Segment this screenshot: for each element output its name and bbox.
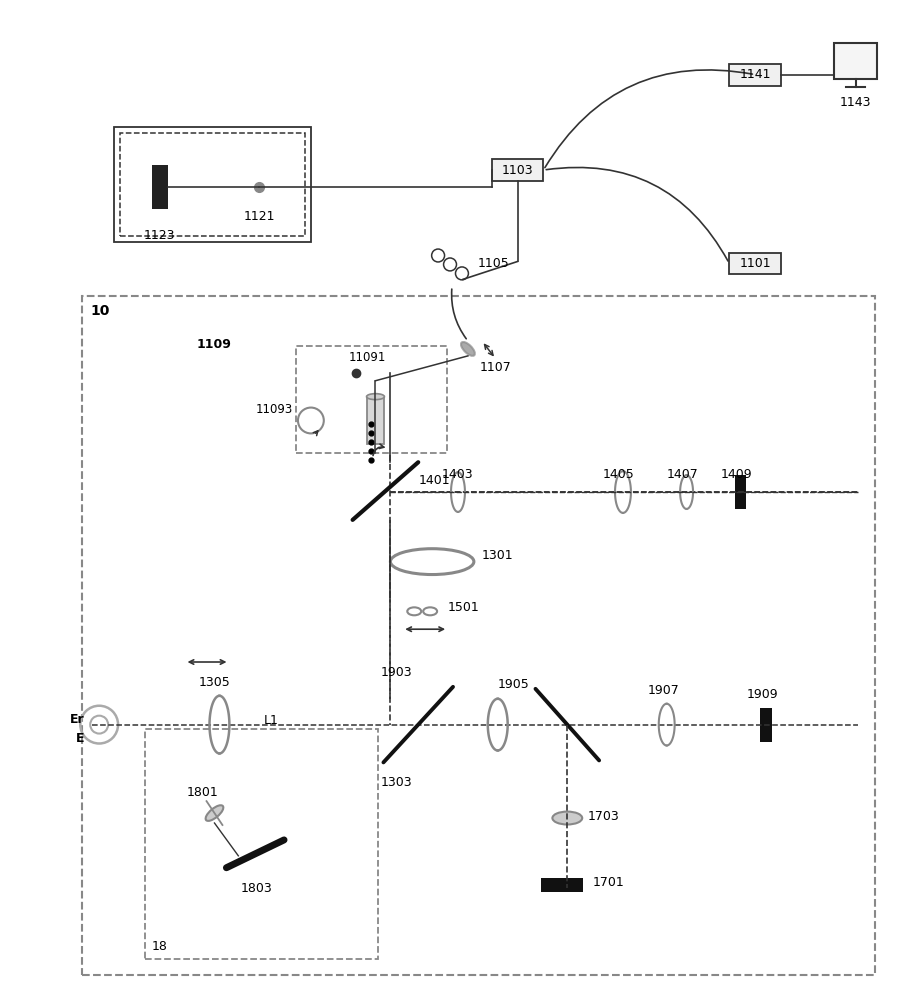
Text: 1303: 1303: [381, 776, 412, 789]
Text: 1907: 1907: [648, 684, 680, 697]
Text: 1103: 1103: [502, 164, 534, 177]
Text: 1105: 1105: [478, 257, 510, 270]
Text: E: E: [75, 732, 85, 745]
Text: 1701: 1701: [594, 876, 624, 889]
Text: 1121: 1121: [244, 210, 275, 223]
Text: 1123: 1123: [144, 229, 175, 242]
Bar: [120, 133, 305, 236]
Ellipse shape: [366, 394, 385, 400]
Text: L1: L1: [265, 714, 279, 727]
Ellipse shape: [205, 805, 224, 821]
Text: 1803: 1803: [240, 882, 272, 895]
Bar: [760, 708, 772, 742]
Text: 1141: 1141: [739, 68, 771, 81]
Ellipse shape: [461, 342, 474, 356]
Bar: [145, 729, 378, 959]
Bar: [729, 253, 781, 274]
Text: 1703: 1703: [587, 810, 619, 823]
Bar: [729, 64, 781, 86]
Bar: [83, 296, 875, 975]
Bar: [296, 346, 447, 453]
Text: 1407: 1407: [666, 468, 698, 481]
Text: 11093: 11093: [255, 403, 293, 416]
Text: 1801: 1801: [186, 786, 218, 799]
Text: 1107: 1107: [480, 361, 512, 374]
Bar: [115, 127, 311, 242]
Bar: [152, 165, 168, 209]
Bar: [492, 159, 544, 181]
Text: 1143: 1143: [840, 96, 872, 109]
Text: 18: 18: [152, 940, 168, 953]
Bar: [542, 878, 584, 892]
Text: 1501: 1501: [448, 601, 480, 614]
Text: Er: Er: [70, 713, 85, 726]
Bar: [834, 43, 877, 79]
Text: 1109: 1109: [196, 338, 232, 351]
Text: 11091: 11091: [349, 351, 386, 364]
Text: 1905: 1905: [498, 678, 529, 691]
FancyArrowPatch shape: [544, 70, 753, 168]
Text: 1405: 1405: [603, 468, 634, 481]
Text: 1409: 1409: [721, 468, 752, 481]
Text: 1403: 1403: [442, 468, 474, 481]
Text: 10: 10: [90, 304, 110, 318]
Ellipse shape: [553, 812, 583, 825]
Bar: [734, 475, 745, 509]
Text: 1301: 1301: [482, 549, 514, 562]
Text: 1401: 1401: [418, 474, 450, 487]
Bar: [366, 397, 385, 444]
Text: 1909: 1909: [746, 688, 778, 701]
Text: 1903: 1903: [381, 666, 412, 679]
FancyArrowPatch shape: [546, 167, 728, 261]
Text: 1101: 1101: [739, 257, 771, 270]
Text: 1305: 1305: [198, 676, 230, 689]
